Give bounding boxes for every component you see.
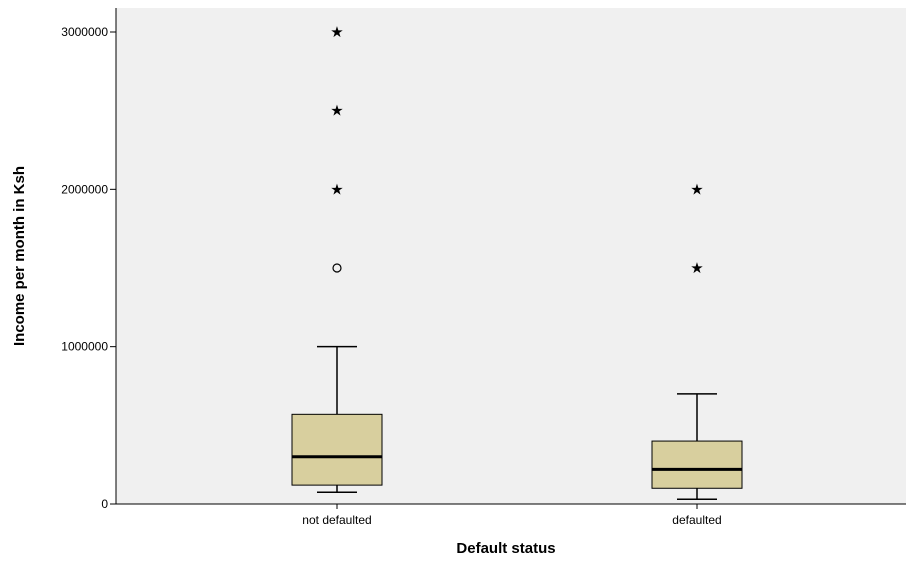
y-tick-label: 3000000 (61, 25, 108, 39)
x-tick-label: defaulted (672, 513, 721, 527)
x-axis-title: Default status (456, 540, 555, 557)
y-tick-label: 1000000 (61, 340, 108, 354)
y-axis: 0 1000000 2000000 3000000 (61, 8, 117, 511)
plot-background (116, 8, 906, 504)
extreme-point: ★ (330, 24, 343, 41)
box-group: ★★ (651, 181, 743, 501)
outlier-point (332, 263, 342, 273)
box-series: ★★★★★ (291, 24, 743, 501)
extreme-point: ★ (330, 181, 343, 198)
y-tick-label: 2000000 (61, 182, 108, 196)
box-group: ★ ★ ★ (291, 24, 383, 493)
x-axis: not defaulted defaulted (116, 503, 906, 527)
box (651, 440, 743, 489)
extreme-point: ★ (690, 260, 703, 277)
x-tick-label: not defaulted (302, 513, 371, 527)
extreme-point: ★ (330, 103, 343, 120)
y-axis-title: Income per month in Ksh (11, 166, 28, 346)
y-tick-label: 0 (101, 497, 108, 511)
extreme-point: ★ (690, 181, 703, 198)
box (291, 413, 383, 486)
